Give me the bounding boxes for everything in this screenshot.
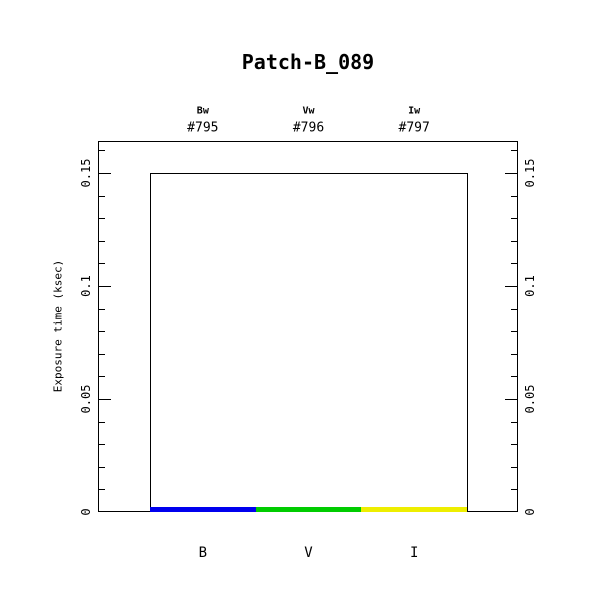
- y-minor-tick-right: [511, 308, 517, 310]
- y-tick-label-left: 0: [79, 508, 93, 516]
- y-tick-label-right: 0.15: [523, 158, 537, 188]
- y-minor-tick-right: [511, 195, 517, 197]
- y-major-tick-left: [99, 286, 111, 287]
- band-label-v: V: [304, 545, 313, 561]
- y-tick-label-left: 0.1: [79, 275, 93, 297]
- y-axis-label: Exposure time (ksec): [51, 259, 65, 393]
- y-minor-tick-left: [99, 195, 105, 197]
- y-minor-tick-left: [99, 353, 105, 355]
- exposure-bar-b: [150, 507, 257, 512]
- y-major-tick-right: [505, 286, 517, 287]
- y-minor-tick-left: [99, 263, 105, 265]
- filter-header-b: Bw: [196, 105, 209, 117]
- filter-header-i: Iw: [408, 105, 421, 117]
- y-minor-tick-left: [99, 466, 105, 468]
- y-minor-tick-right: [511, 353, 517, 355]
- y-tick-label-right: 0.05: [523, 384, 537, 414]
- band-label-b: B: [198, 545, 208, 561]
- filter-header-v: Vw: [302, 105, 315, 117]
- y-tick-label-left: 0.05: [79, 384, 93, 414]
- chart-title: Patch-B_089: [241, 50, 375, 74]
- y-minor-tick-left: [99, 150, 105, 152]
- y-minor-tick-left: [99, 489, 105, 491]
- exposure-number-v: #796: [292, 120, 325, 136]
- y-minor-tick-left: [99, 444, 105, 446]
- y-minor-tick-left: [99, 240, 105, 242]
- y-tick-label-right: 0.1: [523, 275, 537, 297]
- y-minor-tick-left: [99, 421, 105, 423]
- y-minor-tick-right: [511, 376, 517, 378]
- y-minor-tick-right: [511, 466, 517, 468]
- exposure-bar-v: [255, 507, 362, 512]
- y-major-tick-right: [505, 173, 517, 174]
- y-minor-tick-right: [511, 218, 517, 220]
- y-minor-tick-right: [511, 263, 517, 265]
- y-minor-tick-left: [99, 331, 105, 333]
- exposure-number-i: #797: [398, 120, 430, 136]
- y-minor-tick-left: [99, 218, 105, 220]
- y-minor-tick-right: [511, 444, 517, 446]
- y-major-tick-left: [99, 173, 111, 174]
- y-tick-label-left: 0.15: [79, 158, 93, 188]
- y-major-tick-left: [99, 399, 111, 400]
- y-minor-tick-right: [511, 331, 517, 333]
- band-label-i: I: [409, 545, 419, 561]
- y-minor-tick-right: [511, 240, 517, 242]
- planned-exposure-outline: [150, 173, 468, 512]
- exposure-number-b: #795: [187, 120, 219, 136]
- y-minor-tick-right: [511, 489, 517, 491]
- y-minor-tick-left: [99, 308, 105, 310]
- y-minor-tick-right: [511, 150, 517, 152]
- y-major-tick-right: [505, 399, 517, 400]
- exposure-bar-i: [361, 507, 468, 512]
- y-minor-tick-right: [511, 421, 517, 423]
- y-minor-tick-left: [99, 376, 105, 378]
- y-tick-label-right: 0: [523, 508, 537, 516]
